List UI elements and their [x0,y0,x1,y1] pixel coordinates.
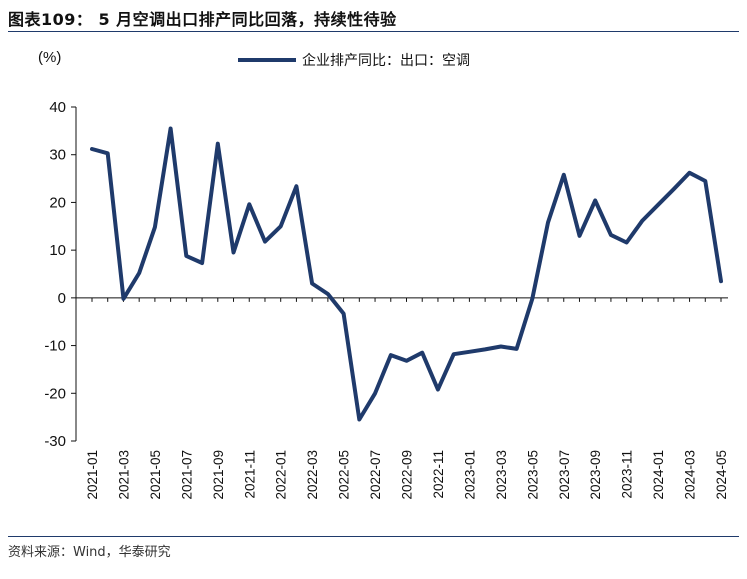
legend-label: 企业排产同比：出口：空调 [302,52,470,69]
plot-area [90,126,723,422]
x-tick-label: 2021-11 [242,450,257,499]
source-note: 资料来源：Wind，华泰研究 [8,545,171,560]
x-tick-label: 2023-05 [525,450,540,500]
x-tick-label: 2023-01 [462,450,477,500]
y-axis-label: (%) [38,49,61,66]
x-tick-label: 2023-03 [494,450,509,500]
y-tick-label: 30 [49,147,66,164]
y-tick-label: 10 [49,242,66,259]
x-tick-label: 2021-07 [179,450,194,500]
x-tick-label: 2022-07 [368,450,383,500]
x-tick-label: 2024-01 [651,450,666,500]
x-tick-label: 2023-11 [620,450,635,499]
y-tick-label: -10 [44,338,66,355]
x-tick-label: 2021-01 [85,450,100,500]
x-tick-label: 2021-03 [116,450,131,500]
series-line [90,126,723,422]
y-tick-label: 20 [49,194,66,211]
y-tick-label: -30 [44,433,66,450]
y-tick-label: 40 [49,99,66,116]
y-tick-label: -20 [44,385,66,402]
x-tick-label: 2023-09 [588,450,603,500]
x-tick-label: 2022-05 [337,450,352,500]
x-tick-label: 2022-09 [400,450,415,500]
y-axis: 40 30 20 10 0 -10 -20 -30 [44,99,77,450]
x-tick-label: 2021-05 [148,450,163,500]
x-tick-label: 2023-07 [557,450,572,500]
footer-divider [8,536,739,537]
x-tick-label: 2022-03 [305,450,320,500]
figure-title: 图表109： 5 月空调出口排产同比回落，持续性待验 [8,10,397,29]
x-tick-label: 2022-11 [431,450,446,499]
x-tick-label: 2024-05 [714,450,729,500]
x-axis: 2021-01 2021-03 2021-05 2021-07 2021-09 2021-… [76,297,729,500]
title-divider [8,31,739,32]
x-tick-label: 2022-01 [274,450,289,500]
x-tick-label: 2024-03 [683,450,698,500]
x-tick-label: 2021-09 [211,450,226,500]
y-tick-label: 0 [58,290,66,307]
chart-legend: 企业排产同比：出口：空调 [238,52,470,69]
